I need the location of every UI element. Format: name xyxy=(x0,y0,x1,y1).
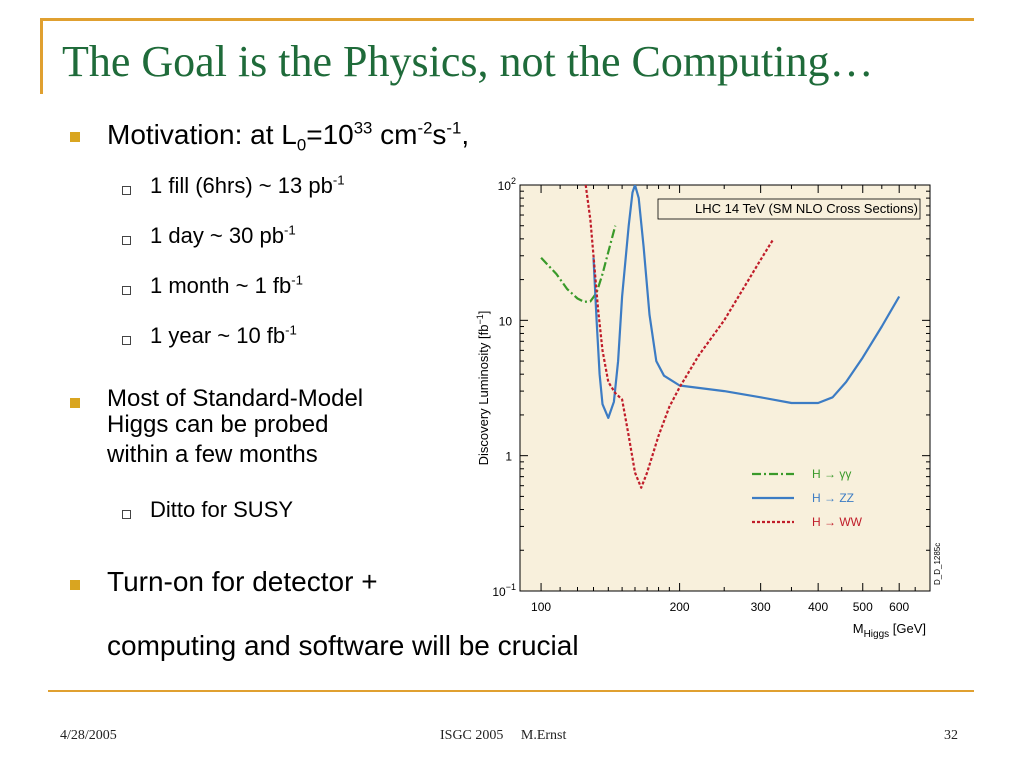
footer-page-number: 32 xyxy=(944,728,958,743)
y-tick-label: 102 xyxy=(498,176,516,193)
y-tick-label: 10 xyxy=(499,314,513,328)
footer-center: ISGC 2005 M.Ernst xyxy=(440,728,567,743)
legend-label: H → ZZ xyxy=(812,491,854,505)
higgs-line-1: Most of Standard-Model xyxy=(107,385,364,412)
x-tick-label: 100 xyxy=(531,600,551,614)
sub-item-day: 1 day ~ 30 pb-1 xyxy=(150,222,296,248)
y-tick-label: 10−1 xyxy=(492,582,516,599)
chart-title-box xyxy=(657,198,921,220)
plot-area xyxy=(519,184,931,592)
x-tick-label: 400 xyxy=(808,600,828,614)
x-axis-label-sub: Higgs xyxy=(864,629,890,640)
slide-title: The Goal is the Physics, not the Computi… xyxy=(62,37,874,86)
motivation-text: Motivation: at L0=1033 cm-2s-1, xyxy=(107,118,470,155)
x-tick-label: 500 xyxy=(853,600,873,614)
turnon-line-1: Turn-on for detector + xyxy=(107,566,378,597)
higgs-discovery-chart: 10−1 1 10 102 100 200 300 400 500 600 LHC 14 TeV (… xyxy=(475,176,942,640)
sub-bullet-marker xyxy=(122,286,131,295)
sub-item-fill: 1 fill (6hrs) ~ 13 pb-1 xyxy=(150,172,345,198)
legend-label: H → WW xyxy=(812,515,863,529)
sub-bullet-marker xyxy=(122,510,131,519)
sub-item-susy: Ditto for SUSY xyxy=(150,497,294,522)
series-line-2 xyxy=(584,185,775,489)
bullet-marker xyxy=(70,580,80,590)
y-tick-exponent: −1 xyxy=(506,582,516,592)
sub-item-month: 1 month ~ 1 fb-1 xyxy=(150,272,303,298)
x-axis-label-unit: [GeV] xyxy=(889,621,926,636)
x-tick-label: 200 xyxy=(670,600,690,614)
chart-title: LHC 14 TeV (SM NLO Cross Sections) xyxy=(695,201,918,216)
y-tick-exponent: 2 xyxy=(511,176,516,186)
series-line-1 xyxy=(592,185,901,419)
footer-date: 4/28/2005 xyxy=(60,728,117,743)
y-tick-label: 1 xyxy=(505,450,512,464)
sub-item-year: 1 year ~ 10 fb-1 xyxy=(150,322,297,348)
x-axis-label: MHiggs [GeV] xyxy=(853,621,926,640)
title-accent-horizontal xyxy=(40,18,974,21)
x-tick-label: 600 xyxy=(889,600,909,614)
x-tick-label: 300 xyxy=(751,600,771,614)
y-axis-label-end: ] xyxy=(476,311,491,315)
sub-bullet-marker xyxy=(122,236,131,245)
turnon-line-2: computing and software will be crucial xyxy=(107,630,579,661)
higgs-line-3: within a few months xyxy=(107,441,318,468)
footer-divider xyxy=(48,690,974,692)
series-line-0 xyxy=(540,225,617,303)
higgs-line-2: Higgs can be probed xyxy=(107,411,329,438)
sub-bullet-marker xyxy=(122,336,131,345)
y-axis-label: Discovery Luminosity [fb−1] xyxy=(475,311,491,466)
y-axis-label-exponent: −1 xyxy=(475,314,485,324)
bullet-marker xyxy=(70,398,80,408)
sub-bullet-marker xyxy=(122,186,131,195)
bullet-marker xyxy=(70,132,80,142)
chart-side-note: D_D_1285c xyxy=(933,543,942,585)
legend-label: H → γγ xyxy=(812,467,851,481)
title-accent-vertical xyxy=(40,18,43,94)
